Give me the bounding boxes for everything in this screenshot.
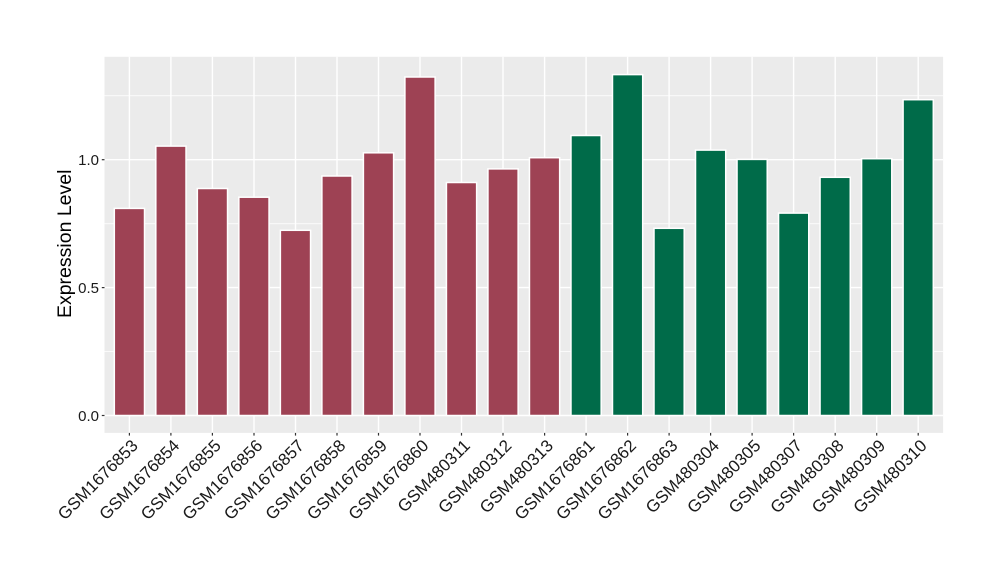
svg-text:0.0: 0.0 <box>78 408 99 425</box>
svg-text:Expression Level: Expression Level <box>54 170 76 318</box>
svg-text:0.5: 0.5 <box>78 280 99 297</box>
svg-text:1.0: 1.0 <box>78 152 99 169</box>
